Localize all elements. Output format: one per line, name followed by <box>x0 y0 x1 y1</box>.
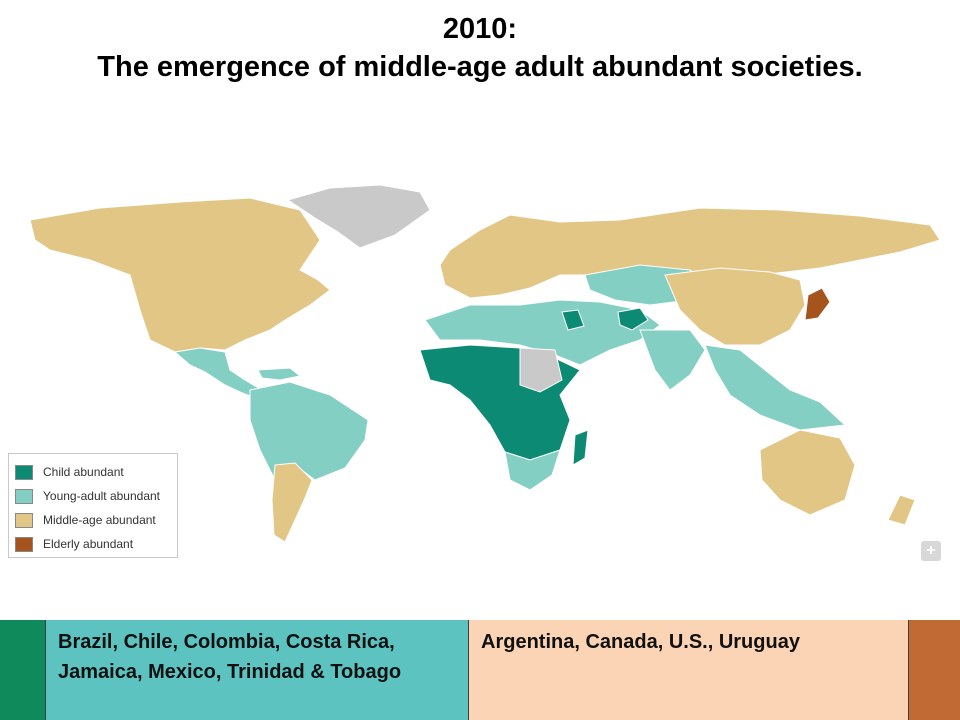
region-mexico-central-america[interactable] <box>173 347 263 399</box>
band-middle-age: Argentina, Canada, U.S., Uruguay <box>468 620 908 720</box>
legend-label: Child abundant <box>43 465 124 479</box>
legend-item-young: Young-adult abundant <box>15 484 177 508</box>
legend-item-child: Child abundant <box>15 460 177 484</box>
legend-label: Young-adult abundant <box>43 489 160 503</box>
region-new-zealand[interactable] <box>887 494 916 526</box>
title-headline: The emergence of middle-age adult abunda… <box>97 51 863 83</box>
region-europe-russia[interactable] <box>439 207 941 299</box>
legend-label: Elderly abundant <box>43 537 134 551</box>
legend-item-middle: Middle-age abundant <box>15 508 177 532</box>
world-map-svg[interactable] <box>0 180 960 560</box>
region-southern-africa[interactable] <box>504 449 561 491</box>
region-greenland[interactable] <box>286 184 431 249</box>
region-se-asia[interactable] <box>704 344 847 431</box>
region-sudan[interactable] <box>519 347 563 393</box>
band-young-adult: Brazil, Chile, Colombia, Costa Rica, Jam… <box>45 620 468 720</box>
legend-swatch <box>15 536 33 552</box>
region-south-asia[interactable] <box>639 329 706 391</box>
legend-swatch <box>15 488 33 504</box>
slide-title: 2010: The emergence of middle-age adult … <box>0 10 960 86</box>
world-map[interactable] <box>0 180 960 560</box>
region-argentina-uruguay[interactable] <box>271 462 313 543</box>
region-south-america[interactable] <box>249 381 369 481</box>
zoom-reset-icon[interactable]: + <box>921 541 941 561</box>
legend-swatch <box>15 464 33 480</box>
region-japan[interactable] <box>804 287 831 321</box>
middle-country-list: Argentina, Canada, U.S., Uruguay <box>481 631 800 653</box>
region-iraq[interactable] <box>561 309 585 331</box>
region-australia[interactable] <box>759 429 856 516</box>
band-right-accent <box>908 620 960 720</box>
legend-swatch <box>15 512 33 528</box>
young-country-list: Brazil, Chile, Colombia, Costa Rica, Jam… <box>58 631 402 683</box>
region-caribbean[interactable] <box>257 367 302 381</box>
region-madagascar[interactable] <box>572 429 589 466</box>
region-afghanistan[interactable] <box>617 307 649 331</box>
bottom-band: Brazil, Chile, Colombia, Costa Rica, Jam… <box>0 620 960 720</box>
region-north-america[interactable] <box>29 197 331 353</box>
legend-label: Middle-age abundant <box>43 513 156 527</box>
band-left-accent <box>0 620 45 720</box>
region-china[interactable] <box>664 267 806 346</box>
region-north-africa-middle-east[interactable] <box>424 299 661 366</box>
map-legend: Child abundant Young-adult abundant Midd… <box>8 453 178 558</box>
title-year: 2010: <box>442 13 518 45</box>
legend-item-elderly: Elderly abundant <box>15 532 177 556</box>
